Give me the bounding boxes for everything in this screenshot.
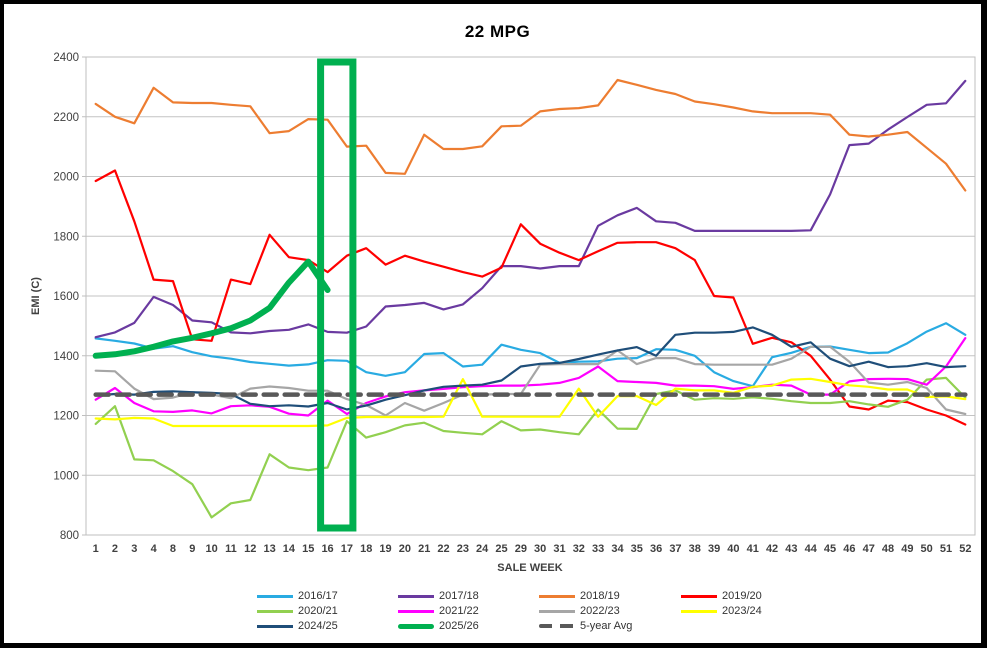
plot-border (85, 56, 976, 536)
y-tick-label: 1000 (53, 470, 79, 482)
x-tick-label: 43 (785, 543, 797, 555)
series-line-2016-17 (94, 322, 967, 388)
x-tick-label: 30 (534, 543, 546, 555)
y-tick-label: 2200 (53, 112, 79, 124)
x-tick-label: 22 (437, 543, 449, 555)
x-tick-label: 45 (824, 543, 836, 555)
x-tick-label: 39 (708, 543, 720, 555)
x-tick-label: 38 (689, 543, 701, 555)
y-tick-label: 1200 (53, 411, 79, 423)
x-tick-label: 8 (170, 543, 176, 555)
series-line-2018-19 (94, 78, 967, 192)
x-tick-label: 11 (225, 543, 237, 555)
chart-title: 22 MPG (464, 22, 531, 41)
x-tick-label: 21 (418, 543, 430, 555)
x-tick-label: 23 (457, 543, 469, 555)
y-tick-label: 800 (60, 530, 79, 542)
y-tick-label: 1600 (53, 291, 79, 303)
x-tick-label: 2 (112, 543, 118, 555)
y-tick-label: 1400 (53, 351, 79, 363)
x-tick-label: 18 (360, 543, 372, 555)
series-line-2024-25 (94, 326, 967, 411)
x-tick-label: 14 (283, 543, 296, 555)
series-line-2020-21 (94, 376, 967, 519)
x-tick-label: 31 (553, 543, 565, 555)
x-tick-label: 20 (399, 543, 411, 555)
y-tick-label: 1800 (53, 231, 79, 243)
x-tick-label: 33 (592, 543, 604, 555)
x-tick-label: 17 (341, 543, 353, 555)
x-tick-label: 42 (766, 543, 778, 555)
x-tick-label: 1 (93, 543, 99, 555)
x-tick-label: 37 (669, 543, 681, 555)
highlight-rect-weeks-16-17 (317, 58, 357, 532)
x-tick-label: 19 (379, 543, 391, 555)
series-line-2025-26 (92, 258, 331, 359)
x-tick-label: 9 (189, 543, 195, 555)
x-axis-title: SALE WEEK (497, 562, 563, 574)
x-tick-label: 4 (151, 543, 158, 555)
x-tick-label: 3 (131, 543, 137, 555)
x-tick-label: 46 (843, 543, 855, 555)
x-tick-label: 47 (863, 543, 875, 555)
x-tick-label: 36 (650, 543, 662, 555)
y-tick-label: 2400 (53, 52, 79, 64)
x-tick-label: 41 (747, 543, 759, 555)
x-tick-label: 24 (476, 543, 489, 555)
series-line-2017-18 (94, 79, 967, 339)
x-tick-label: 13 (263, 543, 275, 555)
x-tick-label: 12 (244, 543, 256, 555)
series-line-2023-24 (94, 377, 967, 428)
series-line-2022-23 (94, 345, 967, 417)
x-tick-label: 34 (611, 543, 624, 555)
y-tick-label: 2000 (53, 172, 79, 184)
x-tick-label: 52 (959, 543, 971, 555)
x-tick-label: 50 (921, 543, 933, 555)
x-tick-label: 44 (805, 543, 818, 555)
x-tick-label: 29 (515, 543, 527, 555)
x-tick-label: 51 (940, 543, 952, 555)
x-tick-label: 32 (573, 543, 585, 555)
x-tick-label: 10 (205, 543, 217, 555)
x-tick-label: 49 (901, 543, 913, 555)
x-tick-label: 16 (321, 543, 333, 555)
x-tick-label: 25 (495, 543, 507, 555)
x-tick-label: 15 (302, 543, 314, 555)
x-tick-label: 35 (631, 543, 643, 555)
x-tick-label: 48 (882, 543, 894, 555)
series-line-2019-20 (94, 169, 967, 426)
x-tick-label: 40 (727, 543, 739, 555)
